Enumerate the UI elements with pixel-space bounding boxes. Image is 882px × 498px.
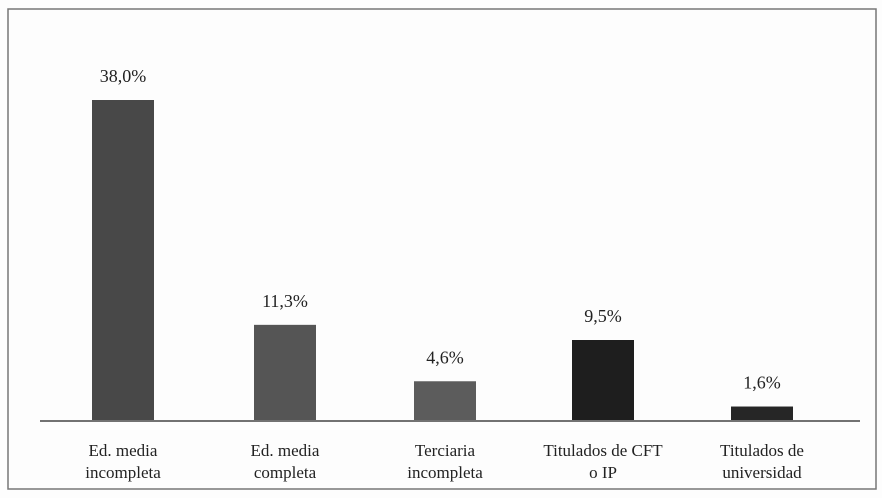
bar: [572, 340, 634, 420]
bar: [92, 100, 154, 420]
category-label: Titulados de CFT o IP: [543, 441, 663, 482]
category-label: Ed. media completa: [250, 441, 320, 482]
value-label: 38,0%: [100, 66, 147, 86]
category-label: Ed. media incompleta: [85, 441, 161, 482]
value-label: 11,3%: [262, 291, 308, 311]
value-label: 4,6%: [426, 347, 464, 367]
category-label: Terciaria incompleta: [407, 441, 483, 482]
bar: [254, 324, 316, 420]
value-label: 1,6%: [743, 373, 781, 393]
frame: [7, 8, 877, 490]
value-label: 9,5%: [584, 306, 622, 326]
bar: [414, 381, 476, 420]
bar: [731, 406, 793, 420]
category-label: Titulados de universidad: [720, 441, 804, 482]
